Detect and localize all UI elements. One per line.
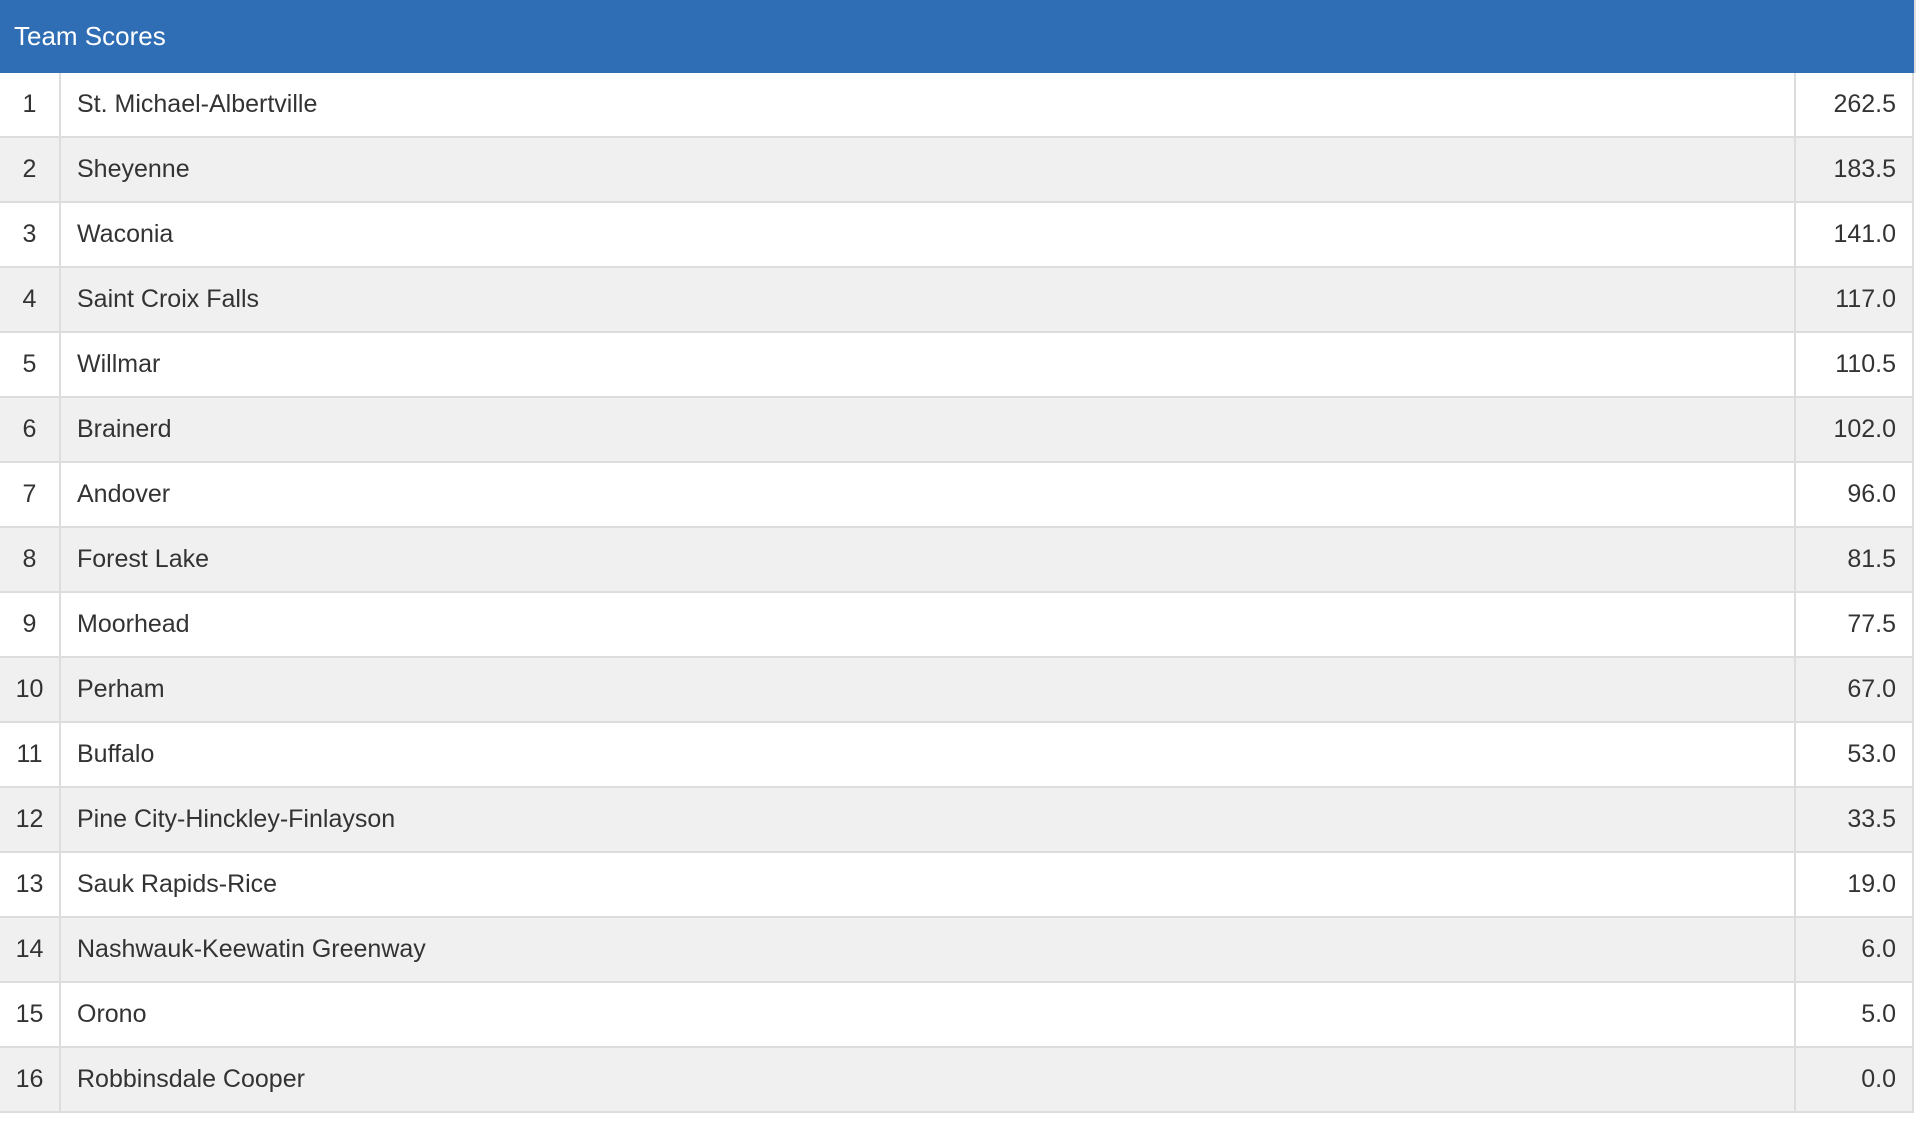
team-name-cell: Nashwauk-Keewatin Greenway xyxy=(60,917,1796,983)
team-name-cell: Moorhead xyxy=(60,592,1796,658)
team-name-cell: Brainerd xyxy=(60,397,1796,463)
table-row: 2 Sheyenne 183.5 xyxy=(0,137,1914,203)
rank-cell: 2 xyxy=(0,137,61,203)
score-cell: 19.0 xyxy=(1795,852,1914,918)
score-cell: 96.0 xyxy=(1795,462,1914,528)
rank-cell: 16 xyxy=(0,1047,61,1113)
score-cell: 141.0 xyxy=(1795,202,1914,268)
score-cell: 102.0 xyxy=(1795,397,1914,463)
rank-cell: 1 xyxy=(0,73,61,138)
team-name-cell: Robbinsdale Cooper xyxy=(60,1047,1796,1113)
team-name-cell: Sheyenne xyxy=(60,137,1796,203)
team-name-cell: Forest Lake xyxy=(60,527,1796,593)
rank-cell: 8 xyxy=(0,527,61,593)
score-cell: 6.0 xyxy=(1795,917,1914,983)
rank-cell: 13 xyxy=(0,852,61,918)
table-row: 7 Andover 96.0 xyxy=(0,462,1914,528)
team-name-cell: Willmar xyxy=(60,332,1796,398)
score-cell: 77.5 xyxy=(1795,592,1914,658)
team-name-cell: St. Michael-Albertville xyxy=(60,73,1796,138)
table-row: 4 Saint Croix Falls 117.0 xyxy=(0,267,1914,333)
rank-cell: 7 xyxy=(0,462,61,528)
rank-cell: 15 xyxy=(0,982,61,1048)
rank-cell: 11 xyxy=(0,722,61,788)
score-cell: 110.5 xyxy=(1795,332,1914,398)
team-name-cell: Perham xyxy=(60,657,1796,723)
score-cell: 5.0 xyxy=(1795,982,1914,1048)
score-cell: 262.5 xyxy=(1795,73,1914,138)
table-row: 8 Forest Lake 81.5 xyxy=(0,527,1914,593)
team-name-cell: Pine City-Hinckley-Finlayson xyxy=(60,787,1796,853)
rank-cell: 14 xyxy=(0,917,61,983)
table-row: 3 Waconia 141.0 xyxy=(0,202,1914,268)
team-name-cell: Buffalo xyxy=(60,722,1796,788)
rank-cell: 3 xyxy=(0,202,61,268)
rank-cell: 12 xyxy=(0,787,61,853)
score-cell: 33.5 xyxy=(1795,787,1914,853)
score-cell: 81.5 xyxy=(1795,527,1914,593)
rank-cell: 9 xyxy=(0,592,61,658)
team-name-cell: Andover xyxy=(60,462,1796,528)
table-row: 16 Robbinsdale Cooper 0.0 xyxy=(0,1047,1914,1113)
table-row: 9 Moorhead 77.5 xyxy=(0,592,1914,658)
rank-cell: 5 xyxy=(0,332,61,398)
table-row: 14 Nashwauk-Keewatin Greenway 6.0 xyxy=(0,917,1914,983)
team-scores-header: Team Scores xyxy=(0,0,1916,73)
score-cell: 0.0 xyxy=(1795,1047,1914,1113)
score-cell: 53.0 xyxy=(1795,722,1914,788)
table-row: 5 Willmar 110.5 xyxy=(0,332,1914,398)
score-cell: 117.0 xyxy=(1795,267,1914,333)
score-cell: 183.5 xyxy=(1795,137,1914,203)
table-row: 6 Brainerd 102.0 xyxy=(0,397,1914,463)
table-row: 13 Sauk Rapids-Rice 19.0 xyxy=(0,852,1914,918)
score-cell: 67.0 xyxy=(1795,657,1914,723)
team-name-cell: Orono xyxy=(60,982,1796,1048)
table-row: 10 Perham 67.0 xyxy=(0,657,1914,723)
rank-cell: 6 xyxy=(0,397,61,463)
table-row: 1 St. Michael-Albertville 262.5 xyxy=(0,73,1914,138)
table-row: 12 Pine City-Hinckley-Finlayson 33.5 xyxy=(0,787,1914,853)
team-name-cell: Saint Croix Falls xyxy=(60,267,1796,333)
team-name-cell: Waconia xyxy=(60,202,1796,268)
table-row: 11 Buffalo 53.0 xyxy=(0,722,1914,788)
table-row: 15 Orono 5.0 xyxy=(0,982,1914,1048)
team-name-cell: Sauk Rapids-Rice xyxy=(60,852,1796,918)
rank-cell: 4 xyxy=(0,267,61,333)
rank-cell: 10 xyxy=(0,657,61,723)
team-scores-table: 1 St. Michael-Albertville 262.5 2 Sheyenne 18… xyxy=(0,73,1914,1113)
